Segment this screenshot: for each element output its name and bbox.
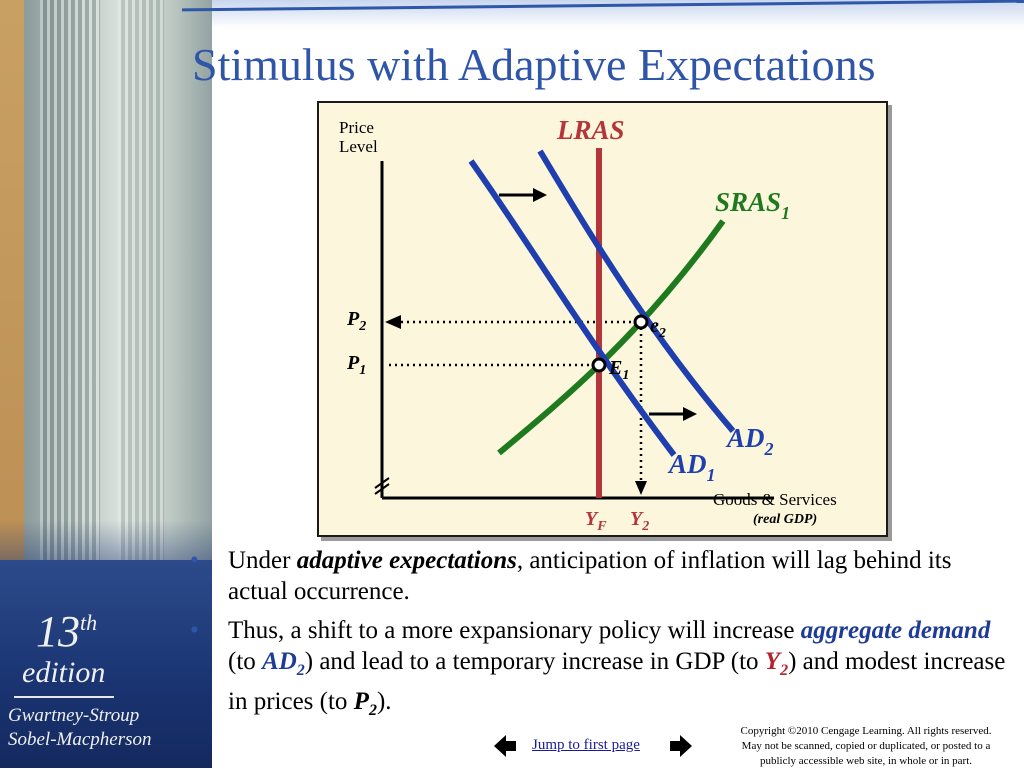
term-ad2: AD2 — [262, 648, 305, 679]
jump-to-first-page-link[interactable]: Jump to first page — [532, 737, 640, 753]
yf-label: YF — [585, 508, 607, 534]
ad2-label: AD2 — [725, 423, 774, 459]
sidebar-navy-block — [0, 560, 212, 768]
author-line: Sobel-Macpherson — [8, 729, 152, 750]
sras1-label: SRAS1 — [715, 187, 790, 223]
point-e2 — [633, 314, 649, 330]
chart-panel: Price Level Goods & Services (real GDP) … — [317, 101, 888, 537]
p2-label: P2 — [346, 308, 366, 334]
ad1-curve — [468, 159, 677, 457]
shift-arrowhead-lower — [683, 407, 697, 421]
previous-slide-arrow-icon[interactable] — [492, 733, 518, 759]
bullet-dot: • — [190, 617, 199, 644]
term-aggregate-demand: aggregate demand — [800, 617, 991, 644]
axis-break-mark — [374, 477, 390, 489]
ad1-label: AD1 — [667, 449, 716, 485]
x-axis-label: Goods & Services — [713, 490, 837, 509]
ad-as-diagram: Price Level Goods & Services (real GDP) … — [339, 115, 837, 534]
point-e2-label: e2 — [650, 315, 666, 341]
edition-number: 13th — [36, 607, 98, 656]
bullet-dot: • — [190, 547, 199, 574]
term-p2: P2 — [353, 688, 377, 719]
point-e1 — [591, 357, 607, 373]
axis-break-mark — [374, 483, 390, 495]
edition-divider — [14, 696, 114, 698]
y-axis-label: Level — [339, 137, 378, 156]
y2-label: Y2 — [630, 508, 649, 534]
y-axis-label: Price — [339, 118, 374, 137]
bullet-item: • Thus, a shift to a more expansionary p… — [190, 617, 1006, 719]
lras-label: LRAS — [556, 115, 625, 145]
y2-arrowhead — [635, 481, 647, 495]
authors: Gwartney-Stroup Sobel-Macpherson — [8, 704, 152, 752]
bullet-item: • Under adaptive expectations, anticipat… — [190, 547, 952, 605]
bullet-list: • Under adaptive expectations, anticipat… — [190, 545, 1010, 734]
p1-label: P1 — [346, 352, 366, 378]
shift-arrowhead-upper — [533, 188, 547, 202]
term-y2: Y2 — [764, 648, 789, 679]
ad2-curve — [537, 149, 736, 433]
p2-arrowhead — [385, 315, 401, 329]
point-e1-label: E1 — [608, 357, 629, 383]
slide-navigation: Jump to first page — [492, 733, 692, 759]
book-cover-sidebar: 13th edition Gwartney-Stroup Sobel-Macph… — [0, 0, 212, 768]
copyright-notice: Copyright ©2010 Cengage Learning. All ri… — [740, 725, 992, 767]
author-line: Gwartney-Stroup — [8, 705, 140, 726]
term-adaptive-expectations: adaptive expectations — [296, 547, 517, 574]
x-axis-sublabel: (real GDP) — [753, 512, 817, 527]
slide-title: Stimulus with Adaptive Expectations — [192, 39, 876, 90]
next-slide-arrow-icon[interactable] — [668, 733, 694, 759]
edition-label: edition — [22, 656, 106, 689]
header-band — [212, 0, 1024, 28]
